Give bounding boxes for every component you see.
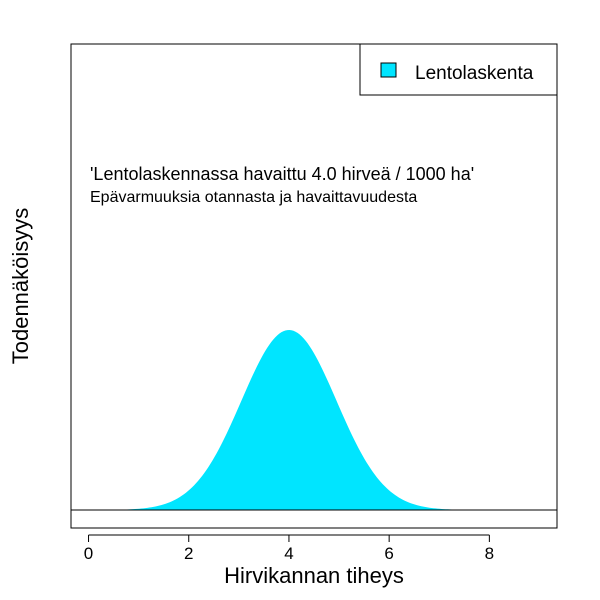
x-tick-label: 0 — [84, 544, 93, 563]
density-area-lentolaskenta — [88, 330, 495, 510]
legend-swatch-lentolaskenta — [380, 62, 397, 78]
x-tick-label: 6 — [384, 544, 393, 563]
plot-frame — [70, 43, 558, 529]
annotation-uncertainty: Epävarmuuksia otannasta ja havaittavuude… — [90, 189, 417, 206]
x-tick-label: 4 — [284, 544, 293, 563]
legend-label-lentolaskenta: Lentolaskenta — [415, 63, 534, 84]
x-axis-label: Hirvikannan tiheys — [224, 563, 404, 588]
annotation-observation: 'Lentolaskennassa havaittu 4.0 hirveä / … — [90, 164, 474, 184]
x-tick-label: 2 — [184, 544, 193, 563]
x-axis: 0 2 4 6 8 — [84, 534, 494, 563]
x-tick-label: 8 — [485, 544, 494, 563]
y-axis-label: Todennäköisyys — [8, 208, 33, 365]
legend: Lentolaskenta — [359, 43, 558, 96]
